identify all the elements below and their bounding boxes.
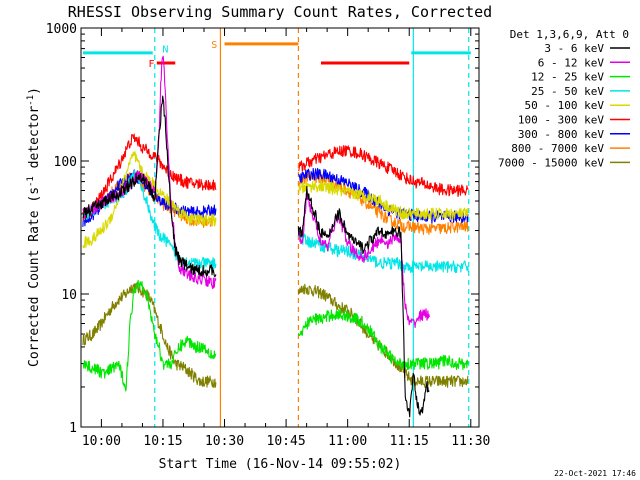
- legend-label: 12 - 25 keV: [531, 71, 604, 84]
- series-line: [82, 279, 217, 392]
- x-tick-label: 11:00: [328, 434, 367, 449]
- series-line: [297, 185, 430, 418]
- y-axis-label: Corrected Count Rate (s-1 detector-1): [26, 87, 42, 367]
- series-line: [297, 145, 469, 198]
- series-line: [297, 232, 469, 274]
- series-line: [297, 283, 469, 388]
- timestamp: 22-Oct-2021 17:46: [554, 469, 636, 478]
- legend-label: 300 - 800 keV: [518, 128, 604, 141]
- x-axis-label: Start Time (16-Nov-14 09:55:02): [159, 457, 402, 472]
- legend-label: 7000 - 15000 keV: [498, 156, 604, 169]
- legend-label: 3 - 6 keV: [544, 42, 604, 55]
- x-tick-label: 10:00: [82, 434, 121, 449]
- series-line: [297, 308, 469, 371]
- legend-label: 800 - 7000 keV: [511, 142, 604, 155]
- legend-label: 50 - 100 keV: [525, 99, 605, 112]
- legend-title: Det 1,3,6,9, Att 0: [510, 28, 629, 41]
- series-line: [82, 133, 217, 221]
- series-line: [82, 282, 217, 388]
- plot-area: 1 10 100 1000 10:00 10:15 10:30 10:45 11:00 11:15…: [46, 22, 491, 449]
- x-tick-label: 11:30: [451, 434, 490, 449]
- x-tick-label: 11:15: [390, 434, 429, 449]
- chart-title: RHESSI Observing Summary Count Rates, Co…: [68, 3, 492, 21]
- series-line: [82, 55, 217, 290]
- x-tick-label: 10:45: [267, 434, 306, 449]
- y-tick-label: 100: [54, 155, 77, 170]
- series-line: [82, 151, 217, 249]
- legend-label: 25 - 50 keV: [531, 85, 604, 98]
- y-tick-label: 1000: [46, 22, 77, 37]
- flag-label: F: [148, 59, 154, 70]
- flag-label: N: [162, 45, 168, 56]
- legend-label: 100 - 300 keV: [518, 114, 604, 127]
- plot-frame: [80, 27, 480, 428]
- x-tick-label: 10:30: [205, 434, 244, 449]
- series-line: [82, 95, 217, 277]
- legend-label: 6 - 12 keV: [538, 56, 605, 69]
- series-line: [297, 180, 469, 221]
- y-tick-label: 1: [69, 421, 77, 436]
- series-line: [297, 191, 430, 329]
- y-tick-label: 10: [61, 288, 77, 303]
- x-tick-label: 10:15: [143, 434, 182, 449]
- flag-label: S: [211, 40, 217, 51]
- series-line: [82, 169, 217, 270]
